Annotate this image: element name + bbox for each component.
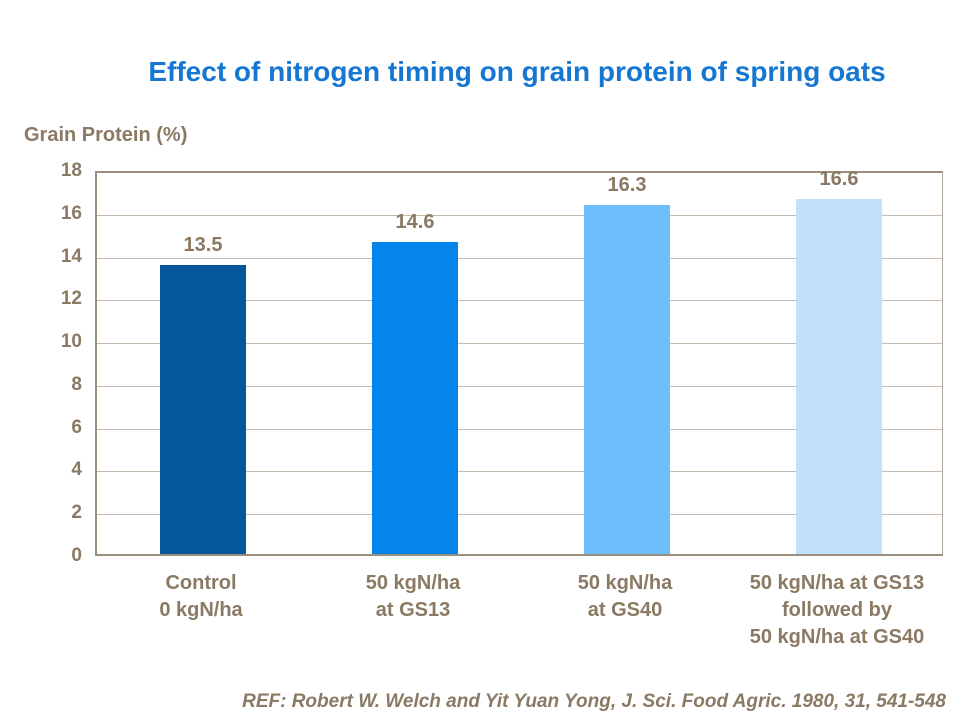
gridline <box>97 257 942 259</box>
chart-title: Effect of nitrogen timing on grain prote… <box>148 56 886 87</box>
gridline <box>97 385 942 387</box>
bar-value-label: 16.3 <box>607 174 647 197</box>
y-tick-label: 10 <box>60 331 82 353</box>
x-axis-category-labels: Control 0 kgN/ha 50 kgN/ha at GS13 50 kgN/… <box>95 570 943 665</box>
y-tick-label: 2 <box>71 502 82 524</box>
x-category-label: Control 0 kgN/ha <box>159 572 243 621</box>
gridline <box>97 343 942 345</box>
y-tick-label: 8 <box>71 373 82 395</box>
y-axis-tick-labels: 0 2 4 6 8 10 12 14 16 18 <box>18 160 82 566</box>
y-tick-label: 18 <box>60 160 82 181</box>
bar-value-label: 16.6 <box>819 167 859 190</box>
gridline <box>97 428 942 430</box>
bar <box>372 241 458 554</box>
x-category-label: 50 kgN/ha at GS40 <box>577 572 673 621</box>
chart-plot-area: 13.5 14.6 16.3 16.6 <box>95 167 943 556</box>
y-axis-title: Grain Protein (%) <box>24 124 188 146</box>
bar-value-label: 14.6 <box>395 210 435 233</box>
gridline <box>97 300 942 302</box>
x-category-label: 50 kgN/ha at GS13 <box>365 572 461 621</box>
bar <box>584 205 670 554</box>
reference-text: REF: Robert W. Welch and Yit Yuan Yong, … <box>242 691 946 712</box>
gridline <box>97 471 942 473</box>
y-tick-label: 12 <box>60 288 82 310</box>
x-category-label: 50 kgN/ha at GS13 followed by 50 kgN/ha … <box>749 572 925 648</box>
gridline <box>97 214 942 216</box>
y-tick-label: 6 <box>71 416 82 438</box>
bar <box>160 265 246 554</box>
y-tick-label: 0 <box>71 545 82 566</box>
gridline <box>97 514 942 516</box>
bar <box>796 198 882 554</box>
y-tick-label: 4 <box>71 459 82 481</box>
bar-value-label: 13.5 <box>183 234 223 257</box>
y-tick-label: 14 <box>60 245 82 267</box>
y-tick-label: 16 <box>60 202 82 224</box>
